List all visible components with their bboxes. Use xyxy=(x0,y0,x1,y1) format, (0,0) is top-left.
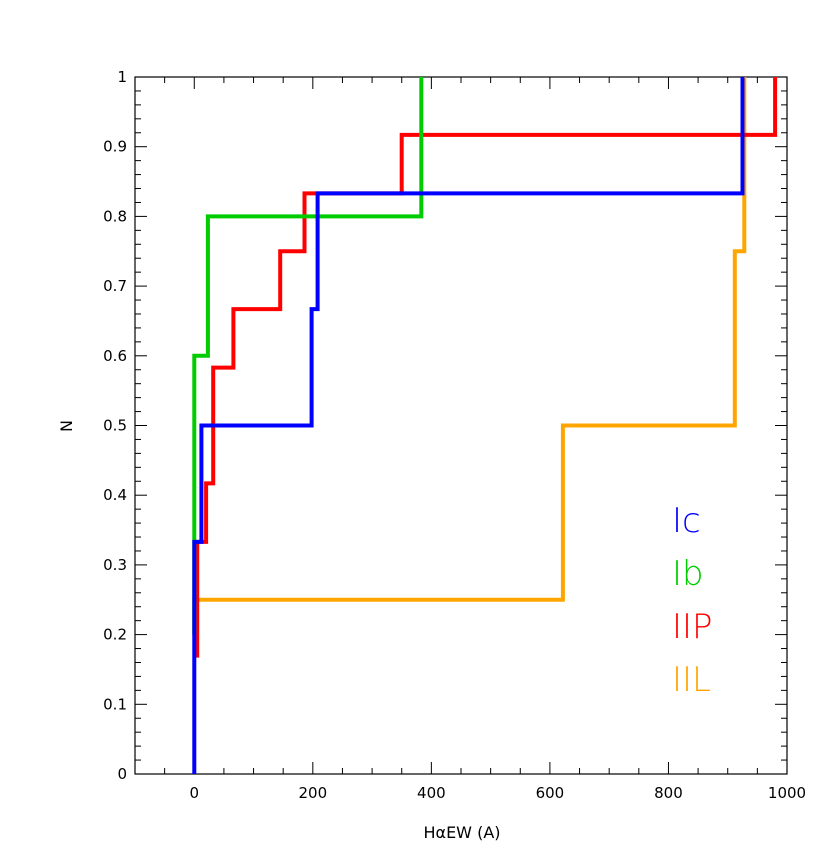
legend-label-ib: Ib xyxy=(672,554,704,594)
y-tick-label: 0.4 xyxy=(103,486,127,504)
x-tick-label: 800 xyxy=(654,784,683,802)
x-tick-label: 1000 xyxy=(768,784,806,802)
y-axis-title: N xyxy=(57,420,76,432)
x-tick-label: 600 xyxy=(536,784,565,802)
y-tick-label: 0.5 xyxy=(103,417,127,435)
y-tick-label: 0.8 xyxy=(103,207,127,225)
x-tick-label: 400 xyxy=(417,784,446,802)
y-tick-label: 0.3 xyxy=(103,556,127,574)
x-axis-title: HαEW (A) xyxy=(423,823,500,842)
y-tick-label: 0.2 xyxy=(103,626,127,644)
x-tick-label: 0 xyxy=(189,784,199,802)
legend-label-iip: IIP xyxy=(672,607,713,647)
legend-label-iil: IIL xyxy=(672,660,711,700)
y-tick-label: 0.9 xyxy=(103,138,127,156)
y-tick-label: 0.1 xyxy=(103,695,127,713)
axis-ticks xyxy=(134,76,788,775)
legend: Ic Ib IIP IIL xyxy=(672,501,713,700)
series-lines xyxy=(192,77,778,774)
y-tick-label: 1 xyxy=(117,68,127,86)
series-line-iil xyxy=(192,77,747,635)
y-tick-label: 0.6 xyxy=(103,347,127,365)
x-tick-label: 200 xyxy=(298,784,327,802)
axis-tick-labels: 0 200 400 600 800 1000 0 0.1 0.2 0.3 0.4 0.5 0.6 0.7 0… xyxy=(103,68,806,802)
y-tick-label: 0 xyxy=(117,765,127,783)
legend-label-ic: Ic xyxy=(672,501,701,541)
y-tick-label: 0.7 xyxy=(103,277,127,295)
series-line-iip xyxy=(195,77,778,658)
series-line-ib xyxy=(192,77,424,635)
series-line-ic xyxy=(192,77,745,774)
